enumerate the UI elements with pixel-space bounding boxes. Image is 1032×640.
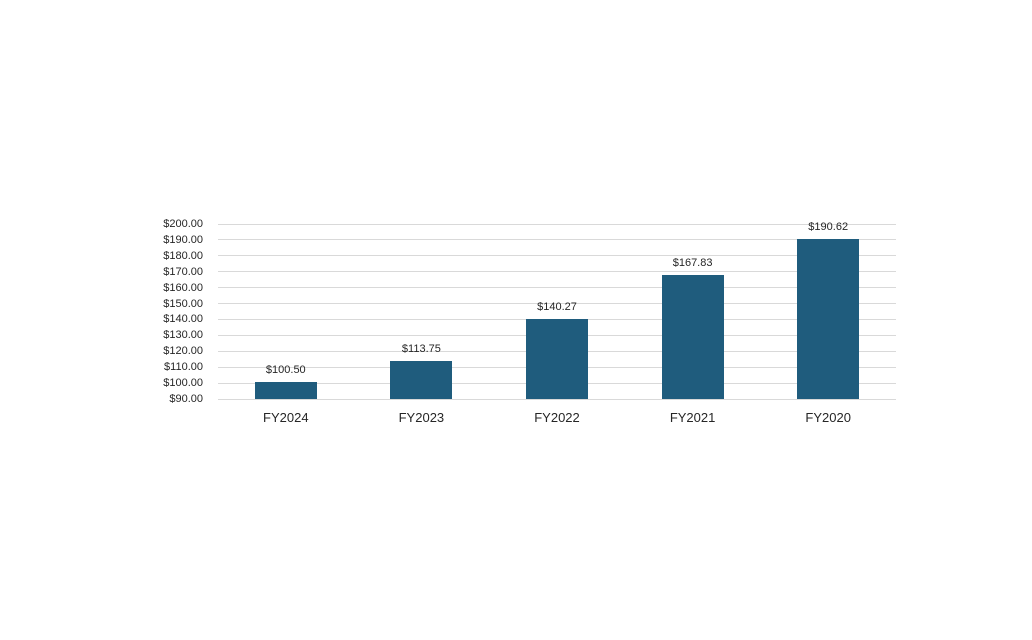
x-tick-label: FY2024 [263,410,309,425]
y-axis-labels: $200.00 $190.00 $180.00 $170.00 $160.00 $150.… [60,218,203,405]
y-tick-label: $90.00 [169,393,203,405]
y-tick-label: $140.00 [163,313,203,326]
y-tick-label: $190.00 [163,233,203,246]
gridline [218,287,896,289]
x-tick-label: FY2022 [534,410,580,425]
gridline [218,398,896,400]
y-tick-label: $110.00 [164,361,203,374]
bar-value-label: $140.27 [537,301,577,314]
bar-value-label: $190.62 [808,220,849,233]
y-tick-label: $170.00 [163,265,203,278]
bar-value-label: $167.83 [672,257,713,270]
y-tick-label: $120.00 [163,345,203,358]
gridline [218,271,896,273]
bar-FY2022 [526,319,588,399]
bar-FY2021 [661,275,724,399]
bar-FY2023 [390,361,453,399]
y-tick-label: $180.00 [163,249,203,262]
x-axis-labels: FY2024 FY2023 FY2022 FY2021 FY2020 [218,410,896,430]
x-tick-label: FY2023 [398,410,445,425]
y-tick-label: $130.00 [163,329,203,342]
y-tick-label: $160.00 [163,281,203,294]
gridline [218,239,896,241]
gridline [218,255,896,257]
y-tick-label: $200.00 [163,218,203,230]
bar-value-label: $113.75 [401,343,441,356]
bar-FY2024 [254,382,317,399]
y-tick-label: $150.00 [163,297,203,310]
x-tick-label: FY2020 [805,410,851,425]
x-tick-label: FY2021 [669,410,716,425]
gridline [218,223,896,225]
plot-area: $100.50 $113.75 $140.27 $167.83 $190.62 [218,221,896,400]
bar-FY2020 [797,238,860,399]
bar-value-label: $100.50 [265,364,306,377]
gridline [218,303,896,305]
y-tick-label: $100.00 [163,377,203,390]
